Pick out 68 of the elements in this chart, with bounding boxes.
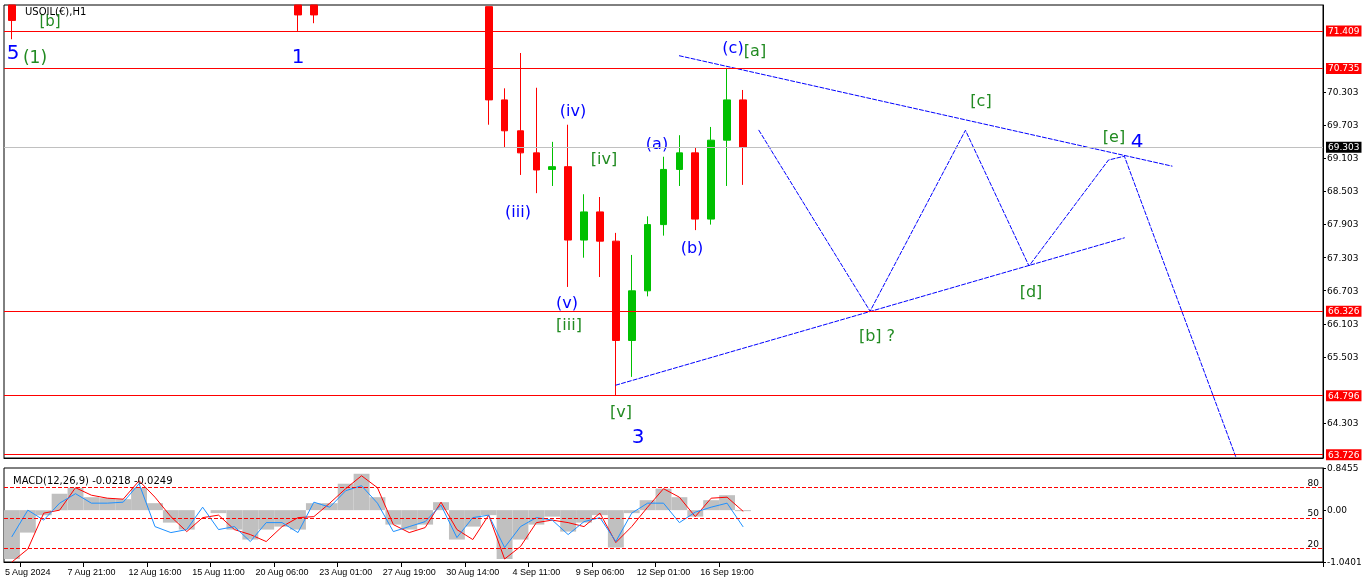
annotation: [iv] xyxy=(590,148,618,168)
candlestick xyxy=(660,156,667,237)
candlestick xyxy=(739,89,747,186)
x-tick-label: 23 Aug 01:00 xyxy=(319,566,373,577)
candlestick xyxy=(310,4,318,24)
y-tick-label: 66.703 xyxy=(1327,285,1359,296)
y-tick-label: 69.103 xyxy=(1327,153,1359,164)
candlestick xyxy=(707,126,715,226)
y-tick-label: 67.303 xyxy=(1327,252,1359,263)
x-tick-label: 16 Sep 19:00 xyxy=(700,566,754,577)
ref-line-label: 63.726 xyxy=(1328,449,1360,460)
y-tick-label: 64.303 xyxy=(1327,418,1359,429)
annotation: 3 xyxy=(631,424,645,448)
annotation: [a] xyxy=(743,40,767,60)
ref-line-label: 70.735 xyxy=(1328,63,1360,74)
annotation: [v] xyxy=(610,401,632,421)
y-tick-label: 0.8455 xyxy=(1327,463,1359,473)
ref-line-label: 64.796 xyxy=(1328,390,1360,401)
y-tick-label: 67.903 xyxy=(1327,219,1359,230)
x-tick-label: 27 Aug 19:00 xyxy=(382,566,436,577)
y-tick-label: 65.503 xyxy=(1327,351,1359,362)
x-tick-label: 12 Aug 16:00 xyxy=(128,566,182,577)
x-tick-label: 5 Aug 2024 xyxy=(5,566,51,577)
x-tick-label: 15 Aug 11:00 xyxy=(192,566,245,577)
y2-tick-label: 50 xyxy=(1307,508,1320,519)
annotation: (b) xyxy=(680,237,704,257)
candlestick xyxy=(548,141,556,187)
candlestick xyxy=(596,196,604,278)
x-tick-label: 20 Aug 06:00 xyxy=(255,566,309,577)
annotation: [c] xyxy=(970,90,992,110)
annotation: [e] xyxy=(1102,126,1126,146)
candlestick xyxy=(533,87,540,194)
y-tick-label: 70.303 xyxy=(1327,87,1359,98)
ref-line-label: 69.303 xyxy=(1328,142,1360,153)
text: MACD(12,26,9) -0.0218 -0.0249 xyxy=(13,474,173,486)
x-tick-label: 12 Sep 01:00 xyxy=(636,566,691,577)
annotation: 1 xyxy=(291,44,305,68)
annotation: (iv) xyxy=(559,100,587,120)
x-tick-label: 30 Aug 14:00 xyxy=(446,566,500,577)
annotation: 4 xyxy=(1130,129,1144,153)
annotation: (v) xyxy=(556,292,578,312)
candlestick xyxy=(564,124,572,288)
candlestick xyxy=(580,193,588,259)
y-tick-label: 66.103 xyxy=(1327,318,1359,329)
y-tick-label: 69.703 xyxy=(1327,120,1359,131)
annotation: (iii) xyxy=(505,201,531,221)
y-tick-label: -1.0401 xyxy=(1327,557,1362,567)
annotation: (1) xyxy=(22,47,48,67)
candlestick xyxy=(723,67,731,187)
ref-line-label: 71.409 xyxy=(1328,25,1360,36)
candlestick xyxy=(676,134,683,187)
annotation: [iii] xyxy=(556,314,582,334)
y-tick-label: 0.00 xyxy=(1327,505,1348,516)
annotation: 5 xyxy=(6,40,20,64)
annotation: [d] xyxy=(1019,281,1043,301)
y-tick-label: 68.503 xyxy=(1327,186,1359,197)
x-tick-label: 4 Sep 11:00 xyxy=(512,566,561,577)
ref-line-label: 66.326 xyxy=(1328,306,1360,317)
candlestick xyxy=(501,87,508,148)
x-tick-label: 7 Aug 21:00 xyxy=(67,566,116,577)
annotation: (c) xyxy=(722,37,744,57)
x-tick-label: 9 Sep 06:00 xyxy=(575,566,625,577)
candlestick xyxy=(691,146,699,231)
y2-tick-label: 20 xyxy=(1307,538,1320,549)
candlestick xyxy=(628,254,636,378)
y2-tick-label: 80 xyxy=(1307,478,1320,489)
annotation: [b] ? xyxy=(858,325,896,345)
candlestick xyxy=(644,215,651,297)
